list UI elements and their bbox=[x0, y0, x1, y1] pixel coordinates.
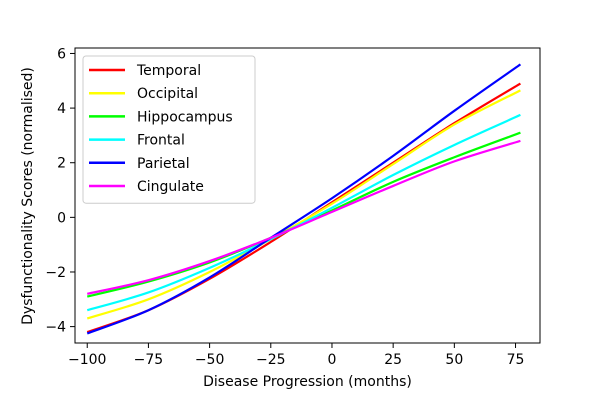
y-tick-label: 2 bbox=[57, 156, 66, 172]
x-tick-label: 0 bbox=[328, 352, 337, 368]
x-axis-label: Disease Progression (months) bbox=[203, 374, 412, 390]
y-tick-label: −2 bbox=[45, 265, 66, 281]
x-tick-label: −25 bbox=[256, 352, 286, 368]
y-tick-label: 6 bbox=[57, 46, 66, 62]
plot-frame bbox=[74, 47, 541, 344]
series-line-parietal bbox=[86, 63, 522, 335]
series-line-frontal bbox=[86, 113, 521, 312]
x-tick-label: 75 bbox=[507, 352, 525, 368]
y-tick-label: 4 bbox=[57, 101, 66, 117]
series-layer bbox=[86, 63, 522, 335]
legend-label-hippocampus: Hippocampus bbox=[137, 109, 233, 125]
y-tick-label: 0 bbox=[57, 210, 66, 226]
series-line-cingulate bbox=[87, 139, 521, 295]
y-axis: −4 −2 0 2 4 6 bbox=[45, 46, 75, 336]
series-line-occipital bbox=[86, 89, 521, 320]
legend: Temporal Occipital Hippocampus Frontal Parie… bbox=[82, 55, 256, 204]
x-tick-label: −75 bbox=[134, 352, 164, 368]
y-tick-label: −4 bbox=[45, 320, 66, 336]
x-tick-label: −50 bbox=[195, 352, 225, 368]
x-tick-label: 50 bbox=[445, 352, 463, 368]
legend-label-temporal: Temporal bbox=[136, 63, 201, 79]
y-axis-label: Dysfunctionality Scores (normalised) bbox=[20, 67, 36, 325]
legend-label-cingulate: Cingulate bbox=[137, 179, 204, 195]
legend-label-parietal: Parietal bbox=[137, 156, 190, 172]
x-tick-label: −100 bbox=[68, 352, 106, 368]
legend-label-frontal: Frontal bbox=[137, 133, 185, 149]
x-axis: −100 −75 −50 −25 0 25 50 75 bbox=[68, 343, 524, 368]
legend-label-occipital: Occipital bbox=[137, 86, 198, 102]
x-tick-label: 25 bbox=[384, 352, 402, 368]
legend-box bbox=[82, 55, 256, 204]
